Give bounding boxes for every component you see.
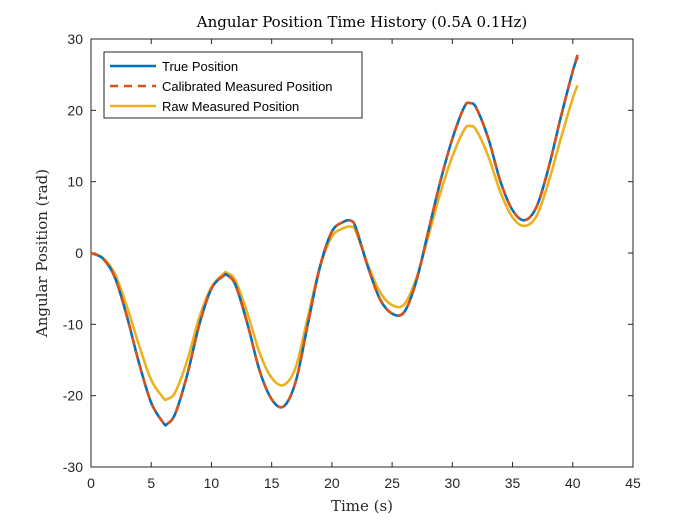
y-tick-label: 30 [67, 31, 83, 47]
x-tick-label: 45 [625, 475, 641, 491]
y-tick-label: -30 [63, 459, 83, 475]
y-tick-label: -20 [63, 388, 83, 404]
chart-title: Angular Position Time History (0.5A 0.1H… [196, 13, 527, 31]
x-tick-label: 10 [204, 475, 220, 491]
y-tick-label: 0 [75, 245, 83, 261]
series-line-raw-measured-position [90, 84, 579, 402]
legend-label-true-position: True Position [162, 59, 238, 74]
x-tick-label: 30 [445, 475, 461, 491]
series-layer [90, 54, 579, 427]
x-tick-label: 20 [324, 475, 340, 491]
y-axis-label: Angular Position (rad) [33, 169, 51, 338]
legend: True Position Calibrated Measured Positio… [103, 51, 363, 119]
series-line-calibrated-measured-position [90, 54, 579, 427]
legend-label-calibrated-measured-position: Calibrated Measured Position [162, 79, 333, 94]
x-tick-label: 5 [147, 475, 155, 491]
x-tick-label: 25 [384, 475, 400, 491]
x-axis-label: Time (s) [331, 497, 393, 515]
y-tick-label: -10 [63, 316, 83, 332]
x-tick-label: 15 [264, 475, 280, 491]
y-tick-label: 10 [67, 174, 83, 190]
x-tick-label: 40 [565, 475, 581, 491]
y-tick-label: 20 [67, 102, 83, 118]
x-tick-label: 35 [505, 475, 521, 491]
legend-label-raw-measured-position: Raw Measured Position [162, 99, 299, 114]
x-tick-label: 0 [87, 475, 95, 491]
